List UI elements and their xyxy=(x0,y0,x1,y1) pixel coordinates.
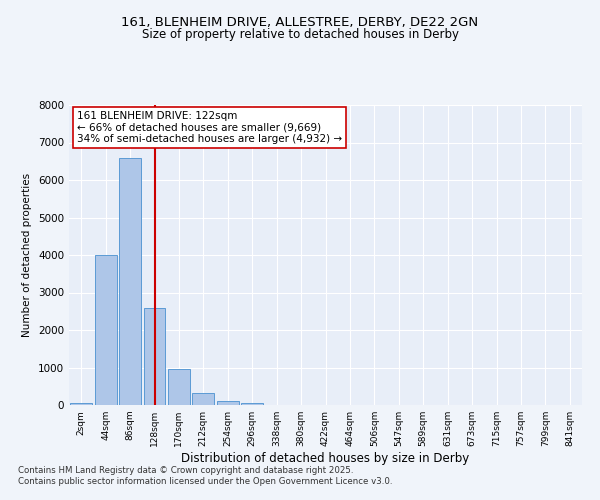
Text: 161, BLENHEIM DRIVE, ALLESTREE, DERBY, DE22 2GN: 161, BLENHEIM DRIVE, ALLESTREE, DERBY, D… xyxy=(121,16,479,29)
Bar xyxy=(95,255,116,405)
Bar xyxy=(241,403,263,405)
Text: Size of property relative to detached houses in Derby: Size of property relative to detached ho… xyxy=(142,28,458,41)
Text: Contains public sector information licensed under the Open Government Licence v3: Contains public sector information licen… xyxy=(18,477,392,486)
Bar xyxy=(70,403,92,405)
Bar xyxy=(217,401,239,405)
Bar xyxy=(193,393,214,405)
Bar xyxy=(119,158,141,405)
Bar xyxy=(143,308,166,405)
Text: 161 BLENHEIM DRIVE: 122sqm
← 66% of detached houses are smaller (9,669)
34% of s: 161 BLENHEIM DRIVE: 122sqm ← 66% of deta… xyxy=(77,111,342,144)
Y-axis label: Number of detached properties: Number of detached properties xyxy=(22,173,32,337)
X-axis label: Distribution of detached houses by size in Derby: Distribution of detached houses by size … xyxy=(181,452,470,465)
Bar xyxy=(168,368,190,405)
Text: Contains HM Land Registry data © Crown copyright and database right 2025.: Contains HM Land Registry data © Crown c… xyxy=(18,466,353,475)
